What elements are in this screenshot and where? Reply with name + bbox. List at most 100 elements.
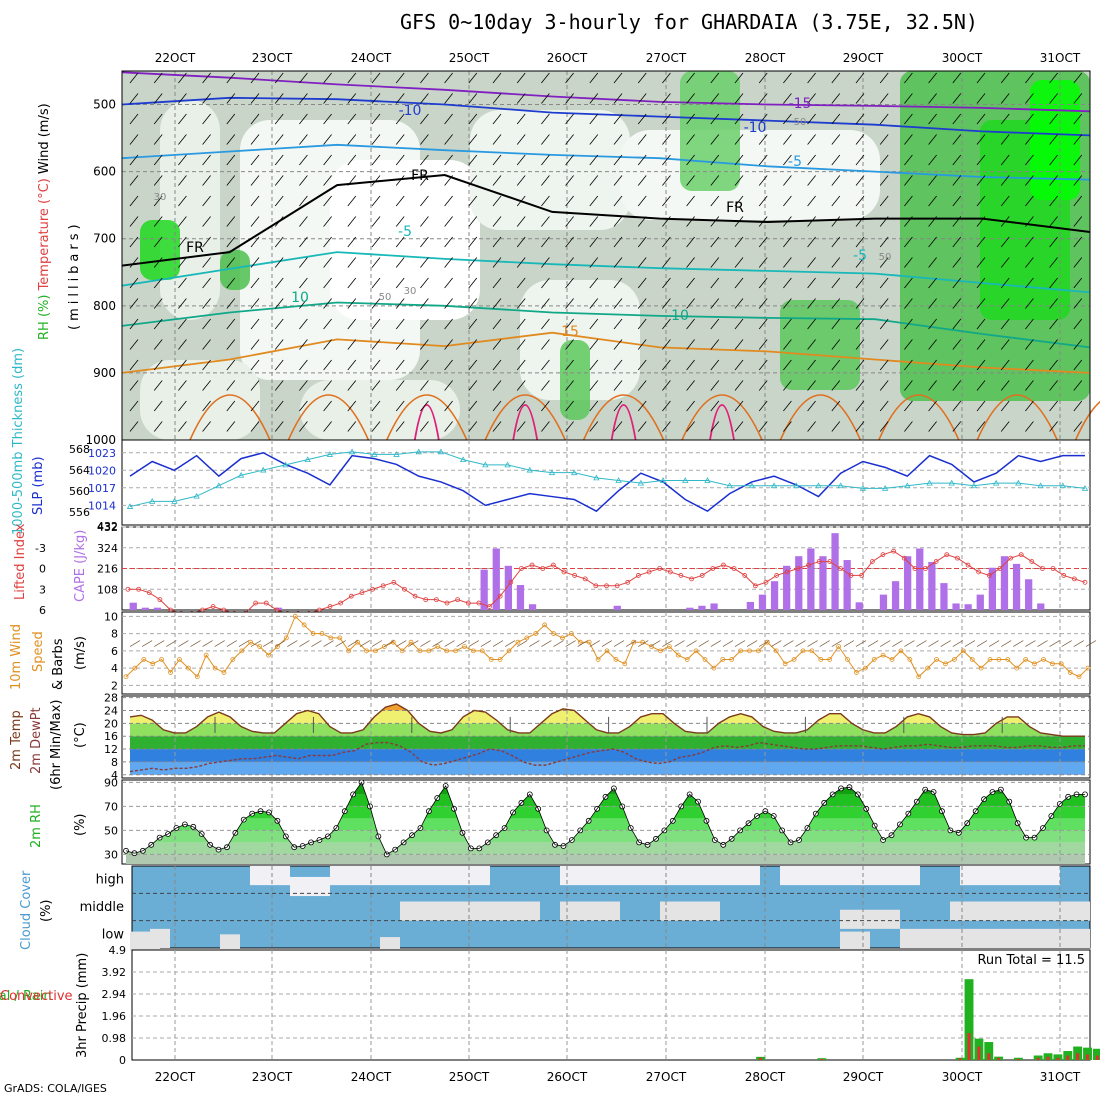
wind-barb [226, 421, 236, 432]
wind-barb [1025, 113, 1034, 125]
wind-barb [831, 134, 841, 145]
wind-barb [153, 421, 163, 432]
wind-marker [141, 657, 147, 662]
wind-barb [274, 318, 284, 330]
wind-barb [323, 298, 332, 309]
warm-arc [1074, 400, 1100, 441]
cloud-clear-patch [400, 901, 540, 921]
wind-barb-10m [674, 640, 685, 647]
wind-barb-10m [541, 640, 552, 647]
wind-barb-10m [166, 640, 177, 647]
wind-marker [533, 631, 539, 636]
wind-barb-10m [323, 640, 334, 647]
wind-barb [904, 339, 913, 350]
wind-barb [1049, 257, 1058, 268]
wind-barb [831, 421, 841, 432]
wind-barb [710, 236, 720, 248]
wind-barb [879, 113, 889, 125]
wind-barb [758, 154, 768, 166]
wind-barb [662, 113, 671, 125]
wind-barb [807, 134, 816, 145]
temp-label-c: (6hr Min/Max) [49, 700, 64, 790]
wind-barb [831, 359, 841, 371]
wind-barb [807, 421, 816, 432]
wind-barb [758, 113, 768, 125]
wind-barb [855, 236, 865, 248]
wind-barb [371, 318, 381, 330]
cape-bar [141, 607, 149, 610]
date-label-top: 27OCT [646, 51, 687, 65]
cloud-clear-patch [220, 934, 240, 954]
convective-bar [1046, 1056, 1050, 1060]
wind-barb [904, 134, 913, 145]
run-total: Run Total = 11.5 [977, 953, 1085, 968]
wind-barb [323, 216, 332, 227]
wind-barb-10m [843, 640, 855, 647]
wind-barb [637, 277, 647, 289]
wind-barb [710, 257, 720, 268]
cape-bar [153, 607, 162, 610]
wind-barb [807, 93, 816, 104]
wind-barb [323, 113, 332, 125]
precip-tick: 2.94 [102, 988, 127, 1001]
li-marker [508, 579, 514, 585]
cape-panel: 108 216 324 432 -3 0 3 6 Lifted Index CAPE (J/kg) [13, 521, 1091, 617]
wind-barb-10m [589, 640, 600, 647]
wind-barb [637, 318, 647, 330]
li-marker [955, 555, 960, 561]
wind-barb [492, 113, 502, 125]
wind-barb [783, 359, 792, 371]
temp-line [129, 703, 1085, 737]
wind-barb [202, 298, 211, 309]
li-marker [710, 566, 716, 571]
wind-barb [371, 134, 381, 145]
wind-barb-10m [807, 640, 818, 647]
wind-barb [904, 154, 913, 166]
wind-barb [952, 216, 962, 227]
wind-barb [637, 134, 647, 145]
wind-barb [589, 134, 599, 145]
wind-barb [686, 134, 695, 145]
cloud-clear-patch [400, 866, 490, 886]
wind-barb [686, 298, 695, 309]
wind-barb [928, 113, 937, 125]
cloud-level-label: high [96, 873, 124, 888]
li-marker [402, 586, 407, 592]
wind-barb [1000, 195, 1010, 207]
wind-barb [783, 195, 792, 207]
wind-barb [565, 359, 574, 371]
wind-barb [1049, 72, 1058, 84]
wind-barb [153, 195, 163, 207]
wind-barb [250, 216, 260, 227]
wind-barb-10m [952, 640, 963, 647]
wind-barb [831, 72, 841, 84]
precip-bar [1053, 1054, 1063, 1060]
wind-barb-10m [420, 640, 431, 647]
wind-barb [444, 93, 453, 104]
wind-marker [702, 657, 708, 662]
wind-marker [542, 622, 548, 628]
wind-barb [758, 216, 768, 227]
wind-label-a: 10m Wind [9, 624, 24, 690]
cloud-clear-patch [560, 866, 610, 886]
wind-marker [871, 657, 877, 662]
date-label-bottom: 27OCT [646, 1070, 687, 1084]
li-marker [210, 604, 216, 609]
wind-barb [928, 134, 937, 145]
wind-barb [178, 236, 187, 248]
wind-barb [178, 318, 187, 330]
wind-barb [395, 236, 405, 248]
wind-barb [516, 421, 526, 432]
rh-band [126, 806, 1085, 819]
contour-label: -10 [744, 120, 767, 136]
contour-label: FR [186, 240, 204, 256]
wind-marker [230, 657, 236, 662]
cape-bar [988, 567, 996, 610]
wind-barb [420, 72, 429, 84]
wind-barb [129, 421, 139, 432]
wind-barb [662, 93, 671, 104]
wind-barb [613, 72, 623, 84]
rh-band [126, 830, 1085, 843]
wind-barb [1049, 298, 1058, 309]
cape-bar [613, 605, 621, 610]
